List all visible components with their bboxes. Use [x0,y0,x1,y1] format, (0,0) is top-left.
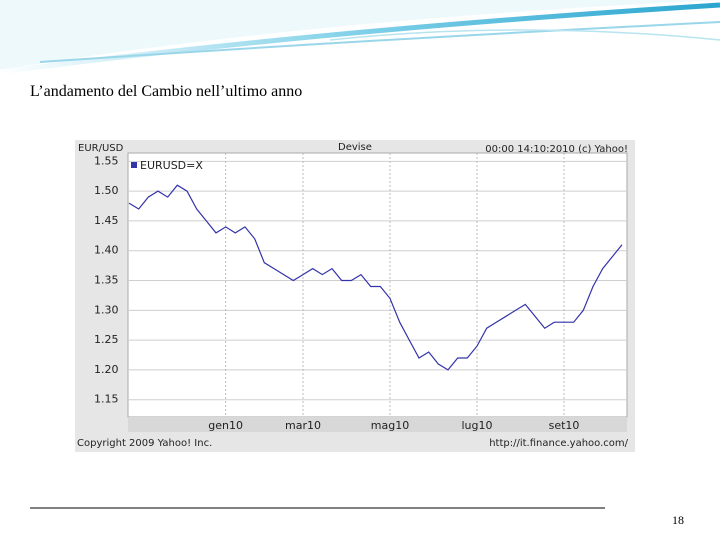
y-tick-label: 1.20 [94,363,119,376]
y-tick-label: 1.25 [94,333,119,346]
header-swoosh [0,0,720,70]
header-swoosh-line [329,29,720,41]
x-tick-label: mag10 [371,419,409,432]
y-axis-label: EUR/USD [78,143,124,154]
x-tick-label: gen10 [208,419,243,432]
plot-area [127,152,628,418]
y-tick-label: 1.30 [94,303,119,316]
x-axis-band [128,417,627,432]
legend-label: EURUSD=X [140,159,203,172]
y-tick-label: 1.35 [94,274,119,287]
y-tick-label: 1.45 [94,214,119,227]
page-number: 18 [672,513,684,527]
source: http://it.finance.yahoo.com/ [489,438,628,449]
y-tick-label: 1.55 [94,154,119,167]
y-tick-label: 1.15 [94,393,119,406]
x-tick-label: set10 [549,419,580,432]
y-tick-label: 1.50 [94,184,119,197]
x-tick-label: lug10 [461,419,492,432]
price-line [128,184,623,371]
chart-title: Devise [338,142,372,153]
copyright: Copyright 2009 Yahoo! Inc. [77,438,212,449]
legend-swatch [131,162,137,168]
header-swoosh-line [0,2,720,75]
x-tick-label: mar10 [285,419,321,432]
timestamp: 00:00 14:10:2010 (c) Yahoo! [485,144,628,155]
slide-title: L’andamento del Cambio nell’ultimo anno [30,83,302,100]
header-swoosh-line [39,21,720,63]
y-tick-label: 1.40 [94,244,119,257]
